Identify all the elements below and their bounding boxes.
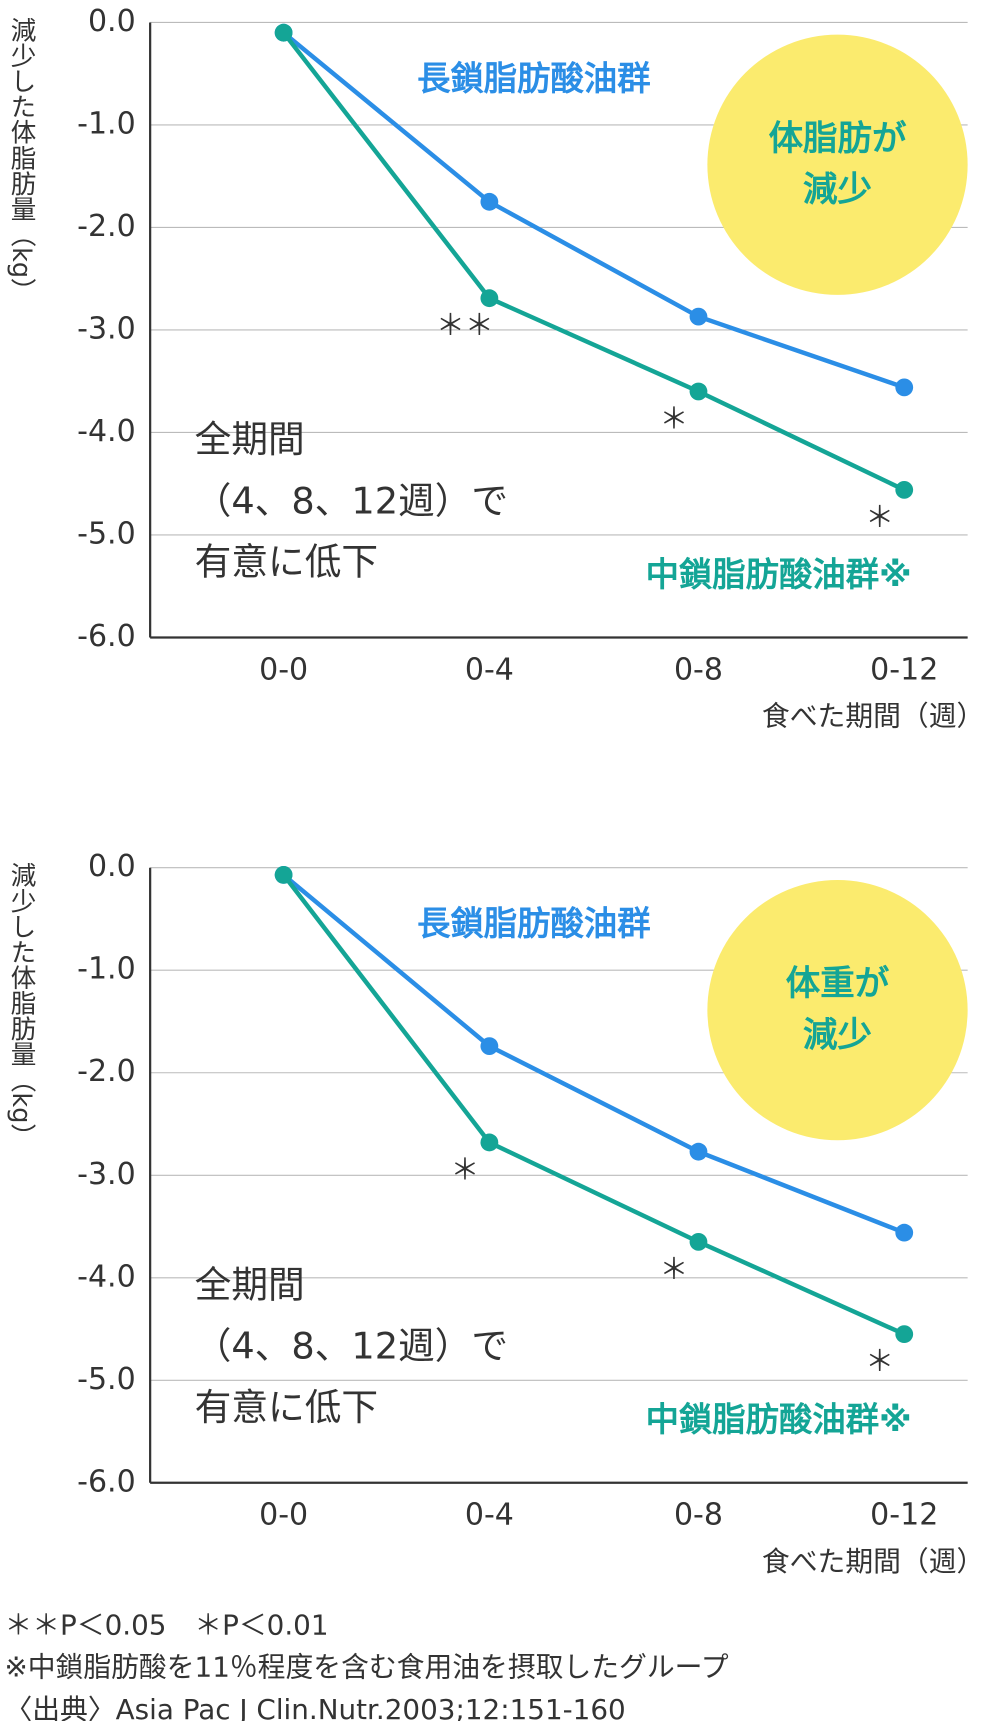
x-tick-label: 0-8 — [674, 652, 723, 687]
note-text: （4、8、12週）で — [195, 1325, 509, 1368]
series-line — [282, 873, 906, 1235]
data-point — [689, 307, 708, 326]
series-line — [281, 873, 906, 1337]
footnote: ※中鎖脂肪酸を11％程度を含む食用油を摂取したグループ — [4, 1651, 728, 1684]
x-tick-label: 0-4 — [465, 1498, 514, 1533]
data-point — [895, 1325, 914, 1344]
note-text: 全期間 — [195, 1264, 305, 1307]
callout-text: 減少 — [803, 170, 872, 210]
x-tick-label: 0-0 — [259, 652, 308, 687]
series-line — [281, 31, 906, 492]
legend-label: 中鎖脂肪酸油群※ — [646, 555, 912, 594]
x-tick-label: 0-12 — [870, 652, 938, 687]
significance-marker: ＊＊ — [436, 308, 494, 342]
callout-text: 減少 — [803, 1015, 872, 1055]
legend-label: 中鎖脂肪酸油群※ — [646, 1400, 912, 1439]
x-tick-label: 0-8 — [674, 1498, 723, 1533]
data-point — [895, 480, 914, 499]
y-tick-label: -4.0 — [77, 1259, 136, 1294]
y-axis-label: 減少した体脂肪量（kg） — [6, 862, 36, 1149]
note-text: 有意に低下 — [195, 1386, 378, 1429]
significance-marker: ＊ — [660, 1252, 689, 1286]
data-point — [480, 1037, 499, 1055]
data-point — [689, 1232, 708, 1251]
footnote: 〈出典〉Asia Pac J Clin.Nutr.2003;12:151-160 — [4, 1693, 625, 1721]
data-point — [480, 1133, 499, 1152]
legend-label: 長鎖脂肪酸油群 — [417, 59, 651, 98]
data-point — [689, 382, 708, 401]
note-text: 全期間 — [195, 418, 305, 461]
y-tick-label: 0.0 — [88, 4, 136, 39]
callout-text: 体重が — [786, 964, 890, 1004]
significance-marker: ＊ — [865, 500, 894, 534]
footnote: ＊＊P＜0.05 ＊P＜0.01 — [4, 1608, 328, 1641]
y-tick-label: -3.0 — [77, 1157, 136, 1192]
callout-bubble — [707, 34, 968, 295]
x-axis-label: 食べた期間（週） — [762, 700, 984, 733]
y-tick-label: -5.0 — [77, 516, 136, 551]
y-tick-label: -1.0 — [77, 106, 136, 141]
significance-marker: ＊ — [450, 1152, 479, 1186]
significance-marker: ＊ — [660, 401, 689, 435]
y-axis-label: 減少した体脂肪量（kg） — [6, 16, 36, 303]
x-axis-label: 食べた期間（週） — [762, 1545, 984, 1578]
x-tick-label: 0-0 — [259, 1498, 308, 1533]
y-tick-label: -3.0 — [77, 311, 136, 346]
y-tick-label: -6.0 — [77, 619, 136, 654]
note-text: （4、8、12週）で — [195, 479, 509, 522]
callout-text: 体脂肪が — [769, 119, 907, 159]
y-tick-label: -2.0 — [77, 209, 136, 244]
note-text: 有意に低下 — [195, 541, 378, 584]
x-tick-label: 0-12 — [870, 1498, 938, 1533]
y-tick-label: -2.0 — [77, 1054, 136, 1089]
y-tick-label: -4.0 — [77, 414, 136, 449]
significance-marker: ＊ — [865, 1344, 894, 1378]
y-tick-label: 0.0 — [88, 849, 136, 884]
data-point — [895, 378, 914, 397]
data-point — [480, 192, 499, 211]
data-point — [895, 1223, 914, 1242]
y-tick-label: -5.0 — [77, 1362, 136, 1397]
data-point — [480, 289, 499, 308]
data-point — [689, 1142, 708, 1161]
y-tick-label: -1.0 — [77, 952, 136, 987]
x-tick-label: 0-4 — [465, 652, 514, 687]
y-tick-label: -6.0 — [77, 1464, 136, 1499]
callout-bubble — [707, 879, 968, 1141]
data-point — [274, 866, 293, 884]
legend-label: 長鎖脂肪酸油群 — [417, 904, 651, 943]
series-line — [282, 30, 905, 390]
data-point — [274, 23, 293, 42]
